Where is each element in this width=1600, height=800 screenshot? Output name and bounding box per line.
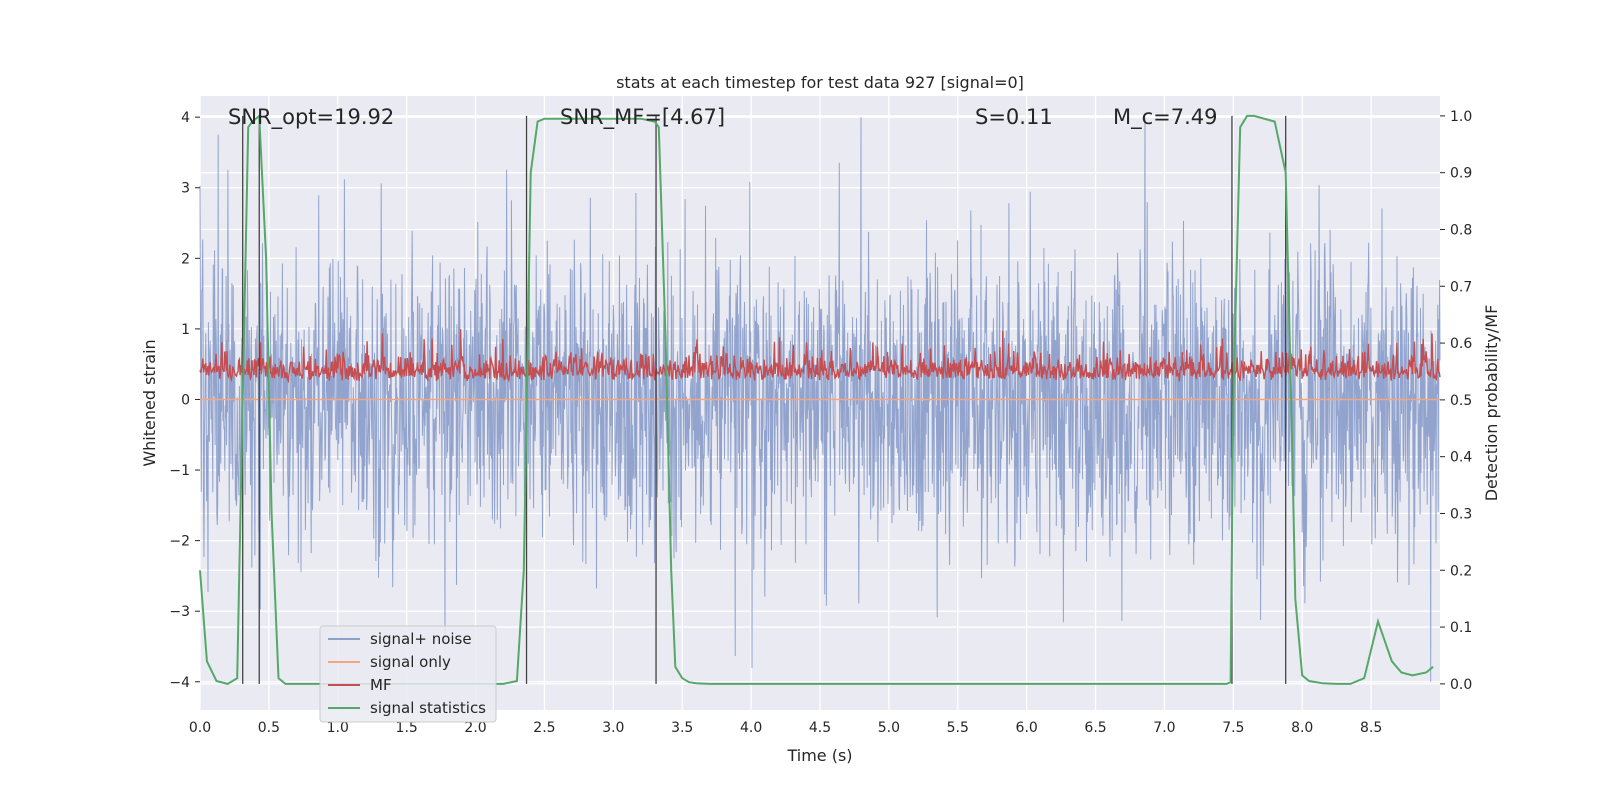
x-tick-label: 5.5	[947, 720, 969, 736]
chart-title: stats at each timestep for test data 927…	[616, 73, 1024, 92]
x-tick-label: 8.5	[1360, 720, 1382, 736]
x-tick-label: 2.0	[464, 720, 486, 736]
legend-label-mf: MF	[370, 676, 392, 694]
x-axis-ticks: 0.0 0.5 1.0 1.5 2.0 2.5 3.0 3.5 4.0 4.5 5.0 5.5 6.0 6…	[189, 720, 1382, 736]
x-tick-label: 2.5	[533, 720, 555, 736]
y2-axis-ticks: 1.0 0.9 0.8 0.7 0.6 0.5 0.4 0.3 0.2 0.1 0.0	[1440, 109, 1472, 693]
y-tick-label: 4	[181, 110, 190, 126]
y-tick-label: −3	[169, 604, 190, 620]
x-tick-label: 7.5	[1222, 720, 1244, 736]
y-axis-ticks: 4 3 2 1 0 −1 −2 −3 −4	[169, 110, 200, 691]
x-tick-label: 7.0	[1153, 720, 1175, 736]
y2-tick-label: 0.0	[1450, 677, 1472, 693]
x-tick-label: 3.5	[671, 720, 693, 736]
y2-tick-label: 0.7	[1450, 279, 1472, 295]
x-tick-label: 1.5	[396, 720, 418, 736]
x-tick-label: 4.0	[740, 720, 762, 736]
y2-axis-label: Detection probability/MF	[1482, 305, 1501, 502]
annotation-snr-mf: SNR_MF=[4.67]	[560, 105, 725, 130]
annotation-snr-opt: SNR_opt=19.92	[228, 105, 394, 130]
legend-label-signal-noise: signal+ noise	[370, 630, 472, 648]
y-tick-label: 1	[181, 322, 190, 338]
annotation-s: S=0.11	[975, 105, 1053, 129]
x-tick-label: 5.0	[878, 720, 900, 736]
legend: signal+ noise signal only MF signal stat…	[319, 625, 497, 723]
signal-statistics-line	[199, 113, 1434, 685]
y-tick-label: −2	[169, 534, 190, 550]
y-tick-label: 0	[181, 392, 190, 408]
signal-statistics-series	[199, 113, 1434, 685]
x-tick-label: 6.5	[1084, 720, 1106, 736]
legend-box	[319, 625, 497, 723]
y-axis-label: Whitened strain	[140, 339, 159, 466]
x-axis-label: Time (s)	[786, 746, 852, 765]
y2-tick-label: 0.1	[1450, 620, 1472, 636]
y-tick-label: 2	[181, 251, 190, 267]
y2-tick-label: 0.5	[1450, 393, 1472, 409]
annotation-mc: M_c=7.49	[1113, 105, 1218, 130]
y2-tick-label: 1.0	[1450, 109, 1472, 125]
legend-label-signal-statistics: signal statistics	[370, 699, 486, 717]
x-tick-label: 1.0	[327, 720, 349, 736]
x-tick-label: 8.0	[1291, 720, 1313, 736]
x-tick-label: 3.0	[602, 720, 624, 736]
y2-tick-label: 0.2	[1450, 563, 1472, 579]
y2-tick-label: 0.3	[1450, 506, 1472, 522]
x-tick-label: 6.0	[1016, 720, 1038, 736]
y2-tick-label: 0.8	[1450, 222, 1472, 238]
x-tick-label: 4.5	[809, 720, 831, 736]
y-tick-label: −1	[169, 463, 190, 479]
legend-label-signal-only: signal only	[370, 653, 451, 671]
y2-tick-label: 0.9	[1450, 166, 1472, 182]
y-tick-label: 3	[181, 181, 190, 197]
y2-tick-label: 0.6	[1450, 336, 1472, 352]
y-tick-label: −4	[169, 675, 190, 691]
y2-tick-label: 0.4	[1450, 450, 1472, 466]
x-tick-label: 0.0	[189, 720, 211, 736]
x-tick-label: 0.5	[258, 720, 280, 736]
